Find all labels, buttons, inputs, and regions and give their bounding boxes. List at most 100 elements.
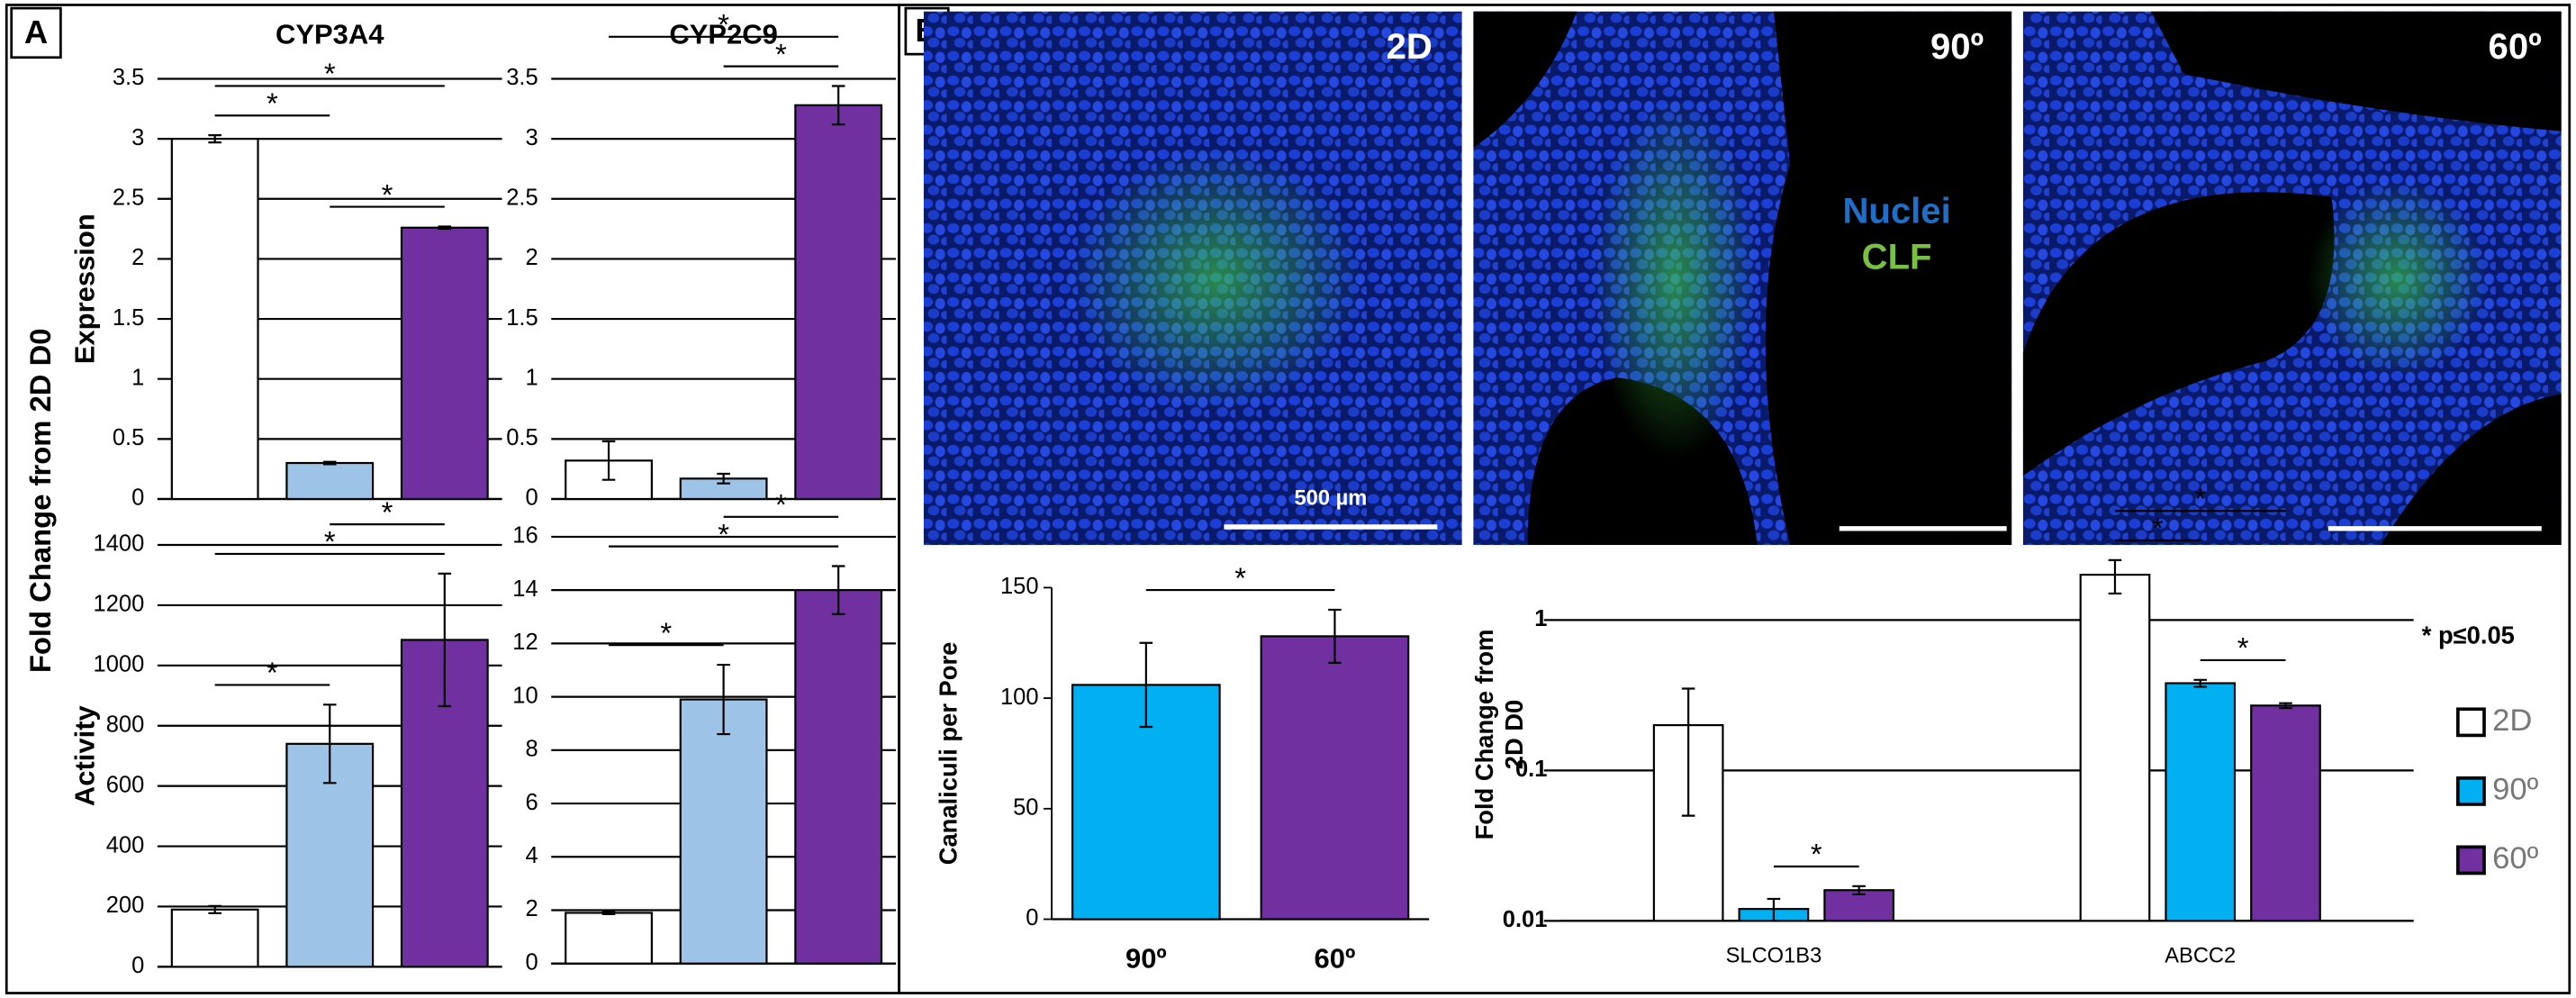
bar — [2165, 682, 2237, 922]
error-bar — [2193, 678, 2208, 688]
error-bar — [601, 440, 616, 481]
error-bar — [208, 134, 221, 144]
stain-label: Nuclei — [1842, 192, 1950, 231]
significance-label: * — [382, 177, 393, 211]
y-tick-label: 200 — [106, 893, 145, 918]
y-axis-label: Expression — [69, 213, 101, 364]
error-bar — [831, 85, 845, 126]
y-tick-label: 800 — [106, 712, 145, 737]
legend-label: 2D — [2492, 703, 2532, 738]
y-axis-label: Fold Change from — [1470, 630, 1498, 840]
y-tick-label: 4 — [525, 843, 538, 868]
image-label: 60º — [2489, 27, 2542, 67]
legend-label: 60º — [2492, 841, 2538, 876]
y-tick-label: 3.5 — [506, 65, 538, 90]
legend-label: 90º — [2492, 773, 2538, 807]
y-axis-label: Canaliculi per Pore — [934, 642, 962, 866]
significance-label: * — [2237, 631, 2249, 665]
y-tick-label: 400 — [106, 832, 145, 857]
error-bar — [208, 904, 221, 914]
y-tick-label: 0 — [525, 485, 538, 511]
error-bar — [2279, 702, 2292, 710]
chart-title: CYP3A4 — [276, 18, 384, 50]
y-axis-label: 2D D0 — [1500, 700, 1528, 769]
image-label: 2D — [1387, 27, 1433, 67]
significance-label: * — [775, 37, 787, 70]
x-tick-label: 90º — [1125, 942, 1167, 974]
y-tick-label: 0.1 — [1515, 757, 1547, 782]
significance-label: * — [2194, 482, 2206, 515]
error-bar — [831, 565, 845, 615]
y-tick-label: 150 — [1000, 574, 1039, 599]
y-tick-label: 0.01 — [1503, 907, 1548, 932]
y-tick-label: 12 — [512, 630, 538, 655]
y-tick-label: 14 — [512, 576, 538, 602]
significance-label: * — [267, 656, 278, 689]
significance-label: * — [1811, 838, 1822, 871]
error-bar — [1852, 885, 1866, 896]
legend-swatch — [2456, 707, 2486, 738]
chart-title: CYP2C9 — [669, 18, 778, 50]
significance-label: * — [718, 8, 729, 41]
y-tick-label: 6 — [525, 790, 538, 815]
y-tick-label: 2.5 — [506, 186, 538, 211]
y-tick-label: 0.5 — [506, 425, 538, 450]
significance-label: * — [718, 517, 729, 550]
error-bar — [438, 572, 452, 708]
legend-swatch — [2456, 845, 2486, 876]
significance-label: * — [660, 616, 672, 649]
y-tick-label: 0 — [131, 953, 144, 978]
bar — [170, 138, 259, 501]
error-bar — [322, 460, 337, 466]
y-tick-label: 0 — [131, 485, 144, 511]
panel-label-box — [10, 6, 62, 59]
y-tick-label: 3.5 — [113, 65, 144, 90]
error-bar — [717, 663, 730, 736]
y-tick-label: 16 — [512, 523, 538, 549]
error-bar — [717, 472, 730, 485]
bar — [794, 589, 883, 965]
significance-label: * — [324, 525, 336, 558]
y-tick-label: 1400 — [94, 531, 145, 557]
panel-b-frame — [898, 4, 2571, 994]
error-bar — [601, 910, 616, 916]
scale-bar-label: 500 µm — [1294, 486, 1367, 510]
y-tick-label: 1200 — [94, 592, 145, 617]
y-tick-label: 1.5 — [113, 305, 144, 331]
y-tick-label: 50 — [1013, 795, 1038, 821]
bar — [285, 461, 375, 501]
significance-label: * — [267, 86, 278, 120]
stain-label: CLF — [1862, 238, 1932, 277]
bar — [2079, 573, 2151, 922]
significance-label: * — [382, 495, 393, 529]
y-tick-label: 0 — [1026, 905, 1038, 930]
legend-swatch — [2456, 776, 2486, 806]
y-tick-label: 8 — [525, 737, 538, 762]
error-bar — [1681, 687, 1695, 817]
y-axis-label: Activity — [69, 704, 101, 806]
y-tick-label: 10 — [512, 683, 538, 708]
image-label: 90º — [1930, 27, 1984, 67]
x-tick-label: 60º — [1315, 942, 1356, 974]
y-axis-label: Fold Change from 2D D0 — [23, 328, 57, 673]
y-tick-label: 2.5 — [113, 186, 144, 211]
bar — [679, 698, 768, 965]
micrograph: 2D 500 µm — [923, 11, 1462, 546]
significance-label: * — [324, 57, 336, 90]
y-tick-label: 1000 — [94, 652, 145, 677]
bar — [400, 226, 489, 501]
y-tick-label: 0 — [525, 949, 538, 975]
y-tick-label: 1 — [525, 365, 538, 390]
y-tick-label: 2 — [525, 896, 538, 921]
significance-label: * — [1234, 561, 1246, 594]
y-tick-label: 600 — [106, 772, 145, 797]
y-tick-label: 2 — [131, 245, 144, 270]
y-tick-label: 1 — [131, 365, 144, 390]
error-bar — [1328, 608, 1342, 664]
significance-label: * — [2152, 512, 2164, 545]
y-tick-label: 2 — [525, 245, 538, 270]
micrograph: 60º — [2022, 11, 2562, 546]
error-bar — [322, 703, 337, 785]
significance-label: * — [775, 488, 787, 522]
